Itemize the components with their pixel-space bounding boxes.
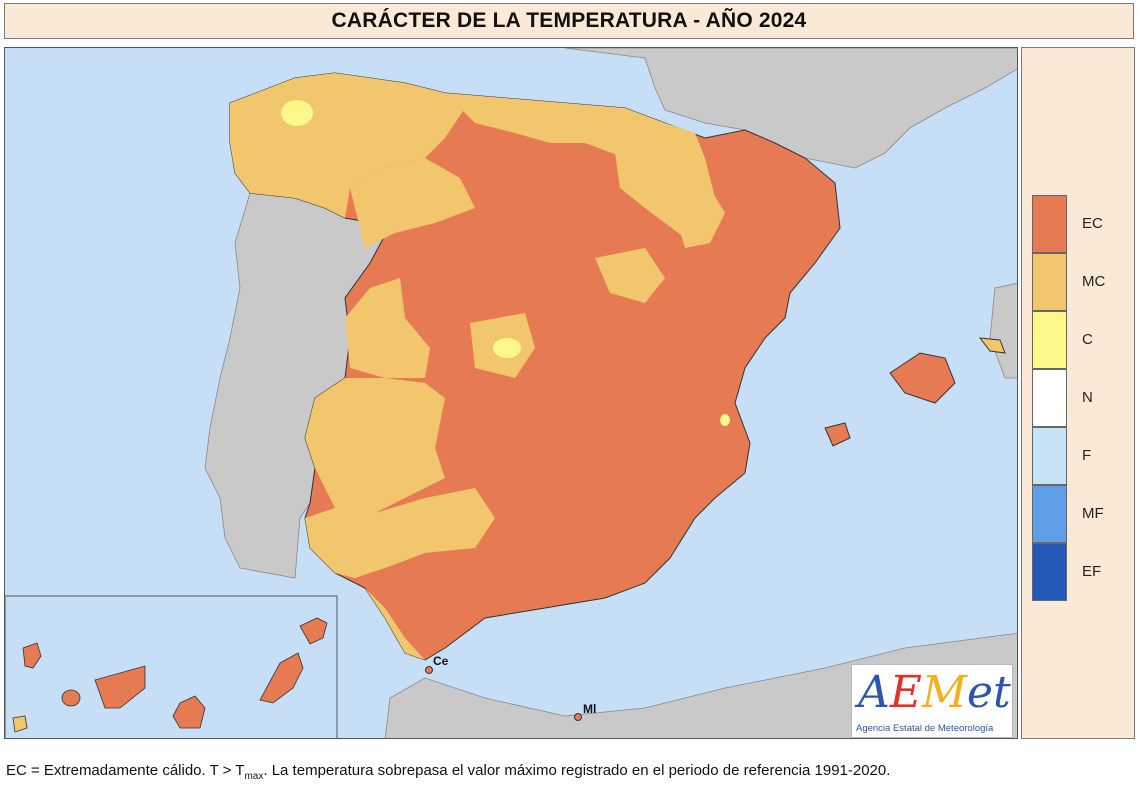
footnote-suffix: . La temperatura sobrepasa el valor máxi… [263, 762, 891, 779]
legend-swatch [1032, 369, 1067, 427]
ceuta-label: Ce [433, 654, 449, 668]
legend-panel: EC MC C N F MF EF [1021, 47, 1135, 739]
title-bar: CARÁCTER DE LA TEMPERATURA - AÑO 2024 [4, 3, 1134, 39]
map-title: CARÁCTER DE LA TEMPERATURA - AÑO 2024 [331, 9, 807, 32]
logo-letters: AEMet [858, 669, 1011, 717]
legend-item-mc: MC [1032, 253, 1132, 311]
mc-regions [230, 73, 725, 660]
ibiza [824, 422, 851, 447]
footnote-sub: max [244, 771, 264, 782]
legend-label: EC [1082, 215, 1103, 232]
legend-label: C [1082, 331, 1093, 348]
legend-item-f: F [1032, 427, 1132, 485]
map-svg [5, 48, 1017, 738]
legend-item-n: N [1032, 369, 1132, 427]
logo-letter: A [858, 667, 890, 718]
logo-letter: M [921, 667, 967, 718]
footnote-prefix: EC = Extremadamente cálido. T > T [6, 762, 245, 779]
mallorca [889, 352, 956, 404]
logo-letter: E [889, 667, 922, 718]
aemet-logo: AEMet Agencia Estatal de Meteorología [851, 664, 1013, 738]
melilla-label: Ml [583, 702, 597, 716]
legend-label: EF [1082, 563, 1102, 580]
legend-item-c: C [1032, 311, 1132, 369]
logo-letter: e [966, 667, 994, 718]
legend-swatch [1032, 253, 1067, 311]
legend-swatch [1032, 543, 1067, 601]
logo-subtitle: Agencia Estatal de Meteorología [856, 723, 994, 734]
legend-label: F [1082, 447, 1092, 464]
france-land [564, 48, 1017, 169]
legend-item-ef: EF [1032, 543, 1132, 601]
ceuta-marker [425, 666, 433, 674]
legend-label: MC [1082, 273, 1106, 290]
logo-letter: t [993, 667, 1011, 718]
legend-swatch [1032, 427, 1067, 485]
map-frame: Ce Ml AEMet Agencia Estatal de Meteorolo… [4, 47, 1018, 739]
legend-item-ec: EC [1032, 195, 1132, 253]
melilla-marker [574, 713, 582, 721]
c-regions [281, 100, 730, 426]
legend-swatch [1032, 485, 1067, 543]
legend-item-mf: MF [1032, 485, 1132, 543]
legend-swatch [1032, 195, 1067, 253]
legend-label: MF [1082, 505, 1104, 522]
legend-swatch [1032, 311, 1067, 369]
menorca [978, 337, 1006, 354]
legend-label: N [1082, 389, 1093, 406]
canary-inset [5, 595, 338, 738]
sardinia-land [989, 283, 1017, 379]
footnote: EC = Extremadamente cálido. T > Tmax. La… [6, 762, 1136, 784]
